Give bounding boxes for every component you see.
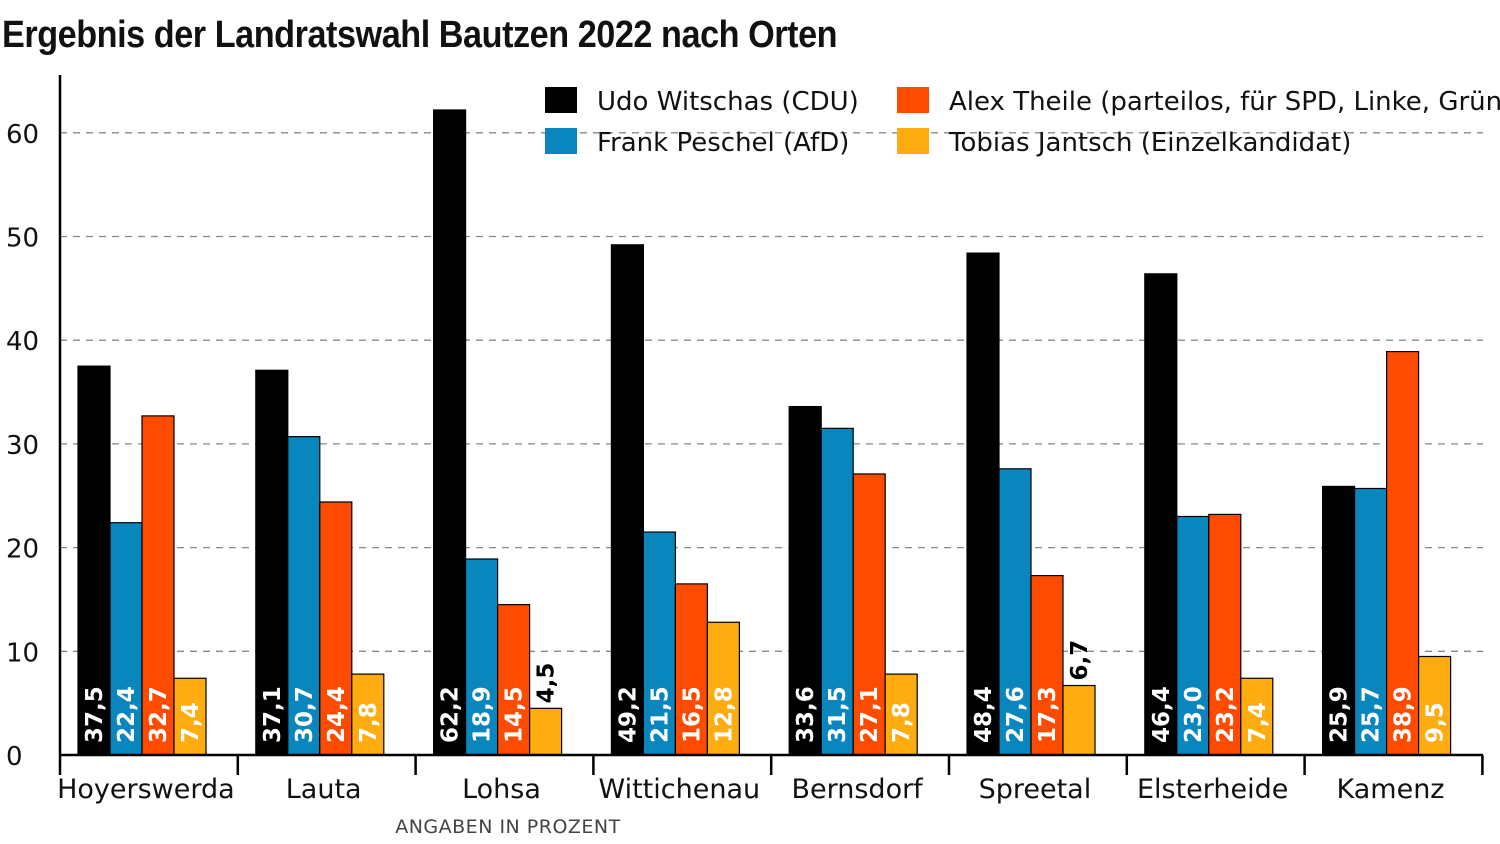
axes: 0 10 20 30 40 50 60 Hoyerswerda Lauta Lohsa Wittic… — [6, 75, 1484, 805]
value-label: 7,4 — [1245, 702, 1271, 743]
value-label: 9,5 — [1423, 702, 1449, 743]
value-label: 7,8 — [356, 702, 382, 743]
bar — [642, 531, 677, 756]
y-tick-label: 50 — [6, 224, 39, 254]
legend-entry: Frank Peschel (AfD) — [597, 128, 849, 158]
bar — [319, 501, 353, 756]
value-label: 7,8 — [889, 702, 915, 743]
legend-entry: Alex Theile (parteilos, für SPD, Linke, … — [949, 87, 1500, 117]
value-label: 7,4 — [178, 702, 204, 743]
bar — [610, 244, 645, 756]
value-label: 62,2 — [438, 686, 464, 743]
bar — [1144, 273, 1178, 756]
value-label: 16,5 — [679, 686, 705, 743]
value-label: 21,5 — [647, 686, 673, 743]
y-tick-label: 30 — [6, 431, 39, 461]
bar — [1030, 574, 1064, 756]
value-label: 27,6 — [1003, 686, 1029, 743]
value-label: 17,3 — [1035, 686, 1061, 743]
value-label: 23,2 — [1213, 686, 1239, 743]
value-label: 48,4 — [971, 686, 997, 743]
bar — [141, 415, 175, 756]
bar — [966, 252, 1000, 756]
legend-swatch — [897, 87, 929, 113]
legend: Udo Witschas (CDU) Alex Theile (parteilos… — [545, 87, 1500, 158]
chart-title: Ergebnis der Landratswahl Bautzen 2022 n… — [2, 14, 838, 56]
value-label: 12,8 — [711, 686, 737, 743]
value-label: 4,5 — [534, 663, 560, 704]
value-label: 27,1 — [857, 686, 883, 743]
value-label: 22,4 — [114, 686, 140, 743]
x-tick-label: Spreetal — [979, 774, 1092, 805]
x-tick-label: Bernsdorf — [791, 774, 924, 805]
value-label: 37,1 — [260, 686, 286, 743]
bar — [706, 621, 741, 756]
bar — [351, 673, 385, 756]
value-label: 46,4 — [1149, 686, 1175, 743]
y-tick-label: 10 — [6, 638, 39, 668]
legend-swatch — [545, 87, 577, 113]
value-label: 25,9 — [1327, 686, 1353, 743]
y-tick-label: 0 — [6, 742, 23, 772]
x-tick-label: Wittichenau — [598, 774, 760, 805]
value-label: 33,6 — [793, 686, 819, 743]
value-label: 18,9 — [470, 686, 496, 743]
value-label: 24,4 — [324, 686, 350, 743]
bar — [1062, 684, 1096, 756]
value-label: 32,7 — [146, 686, 172, 743]
bar — [852, 473, 886, 756]
y-tick-label: 20 — [6, 535, 39, 565]
bar — [1208, 513, 1242, 756]
value-label: 14,5 — [502, 686, 528, 743]
bar — [433, 109, 467, 756]
value-label: 37,5 — [82, 686, 108, 743]
bar — [255, 369, 289, 756]
value-label: 25,7 — [1359, 686, 1385, 743]
bars: 37,5 22,4 32,7 7,4 37,1 30,7 24,4 7,8 62,2 18,9 14… — [77, 109, 1452, 756]
value-label: 31,5 — [825, 686, 851, 743]
value-label: 38,9 — [1391, 686, 1417, 743]
legend-swatch — [897, 128, 929, 154]
bar — [884, 673, 918, 756]
legend-entry: Tobias Jantsch (Einzelkandidat) — [948, 128, 1351, 158]
x-tick-label: Hoyerswerda — [57, 774, 235, 805]
legend-swatch — [545, 128, 577, 154]
bar — [820, 427, 854, 756]
bar — [497, 604, 531, 756]
x-tick-label: Elsterheide — [1137, 774, 1288, 805]
value-label: 49,2 — [615, 686, 641, 743]
bar — [788, 405, 822, 756]
legend-entry: Udo Witschas (CDU) — [597, 87, 859, 117]
bar — [109, 522, 143, 756]
value-label: 23,0 — [1181, 686, 1207, 743]
bar — [528, 707, 563, 756]
x-tick-label: Lohsa — [462, 774, 541, 805]
y-tick-label: 60 — [6, 120, 39, 150]
y-tick-label: 40 — [6, 327, 39, 357]
x-tick-label: Kamenz — [1337, 774, 1445, 805]
value-label: 30,7 — [292, 686, 318, 743]
bar — [287, 436, 321, 756]
footnote: ANGABEN IN PROZENT — [395, 816, 621, 838]
x-tick-label: Lauta — [286, 774, 362, 805]
bar — [1321, 485, 1356, 756]
value-label: 6,7 — [1067, 640, 1093, 681]
